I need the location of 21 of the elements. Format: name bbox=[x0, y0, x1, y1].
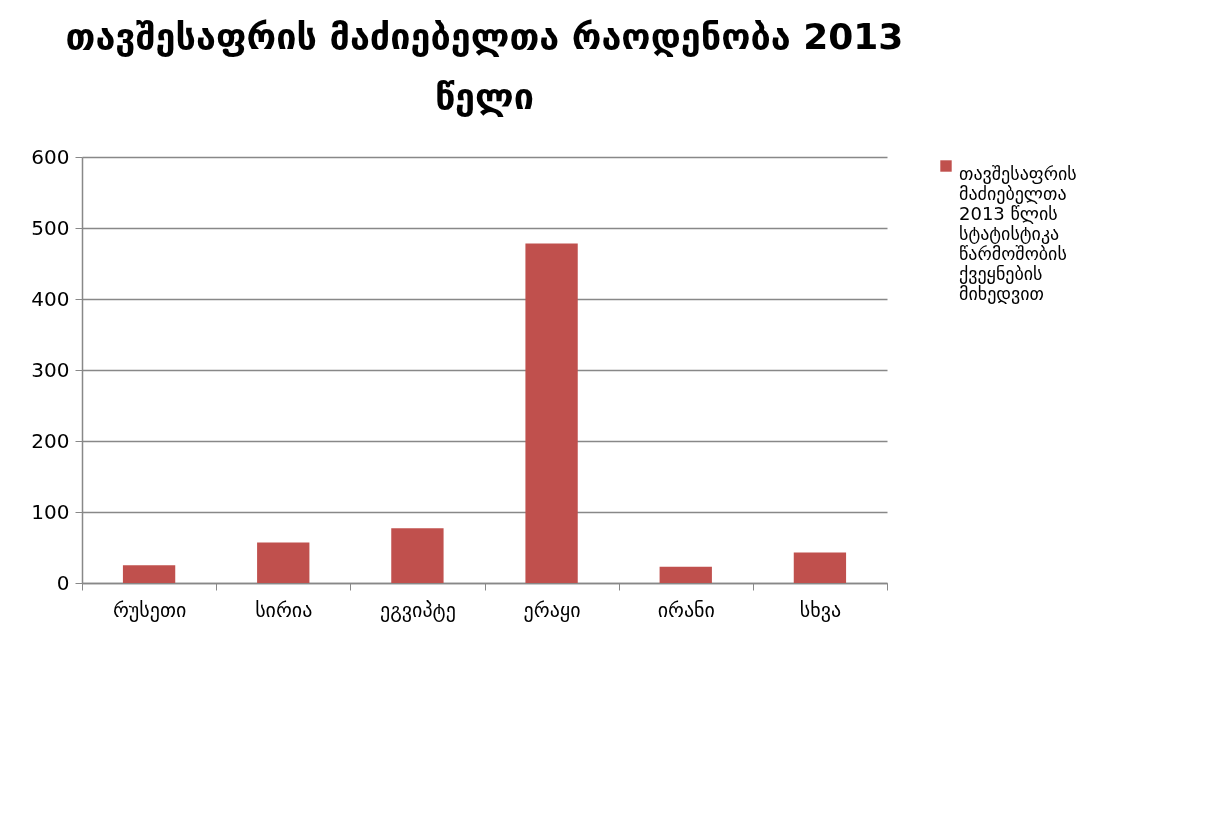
x-tick-label: სხვა bbox=[799, 597, 842, 622]
chart-title: თავშესაფრის მაძიებელთა რაოდენობა 2013 წელი bbox=[65, 16, 904, 117]
y-tick-label: 500 bbox=[31, 215, 70, 240]
legend-label: თავშესაფრის მაძიებელთა 2013 წლის სტატისტიკა წარმოშობის ქვეყნების მიხედვით bbox=[959, 163, 1077, 304]
x-tick-label: ერაყი bbox=[523, 597, 581, 622]
y-tick-label: 300 bbox=[31, 357, 70, 382]
x-tick-label: სირია bbox=[255, 597, 313, 622]
y-tick-label: 100 bbox=[31, 499, 70, 524]
x-tick-label: რუსეთი bbox=[112, 597, 187, 622]
bar bbox=[122, 565, 176, 583]
y-tick-label: 400 bbox=[31, 286, 70, 311]
bar bbox=[257, 542, 310, 583]
bar bbox=[659, 566, 712, 583]
bar bbox=[391, 528, 444, 583]
y-tick-label: 600 bbox=[31, 144, 70, 169]
y-tick-label: 0 bbox=[56, 570, 70, 595]
y-tick-label: 200 bbox=[31, 428, 70, 453]
x-tick-label: ეგვიპტე bbox=[380, 597, 456, 622]
bar bbox=[793, 552, 847, 583]
bar bbox=[525, 243, 578, 583]
x-tick-label: ირანი bbox=[657, 597, 715, 622]
